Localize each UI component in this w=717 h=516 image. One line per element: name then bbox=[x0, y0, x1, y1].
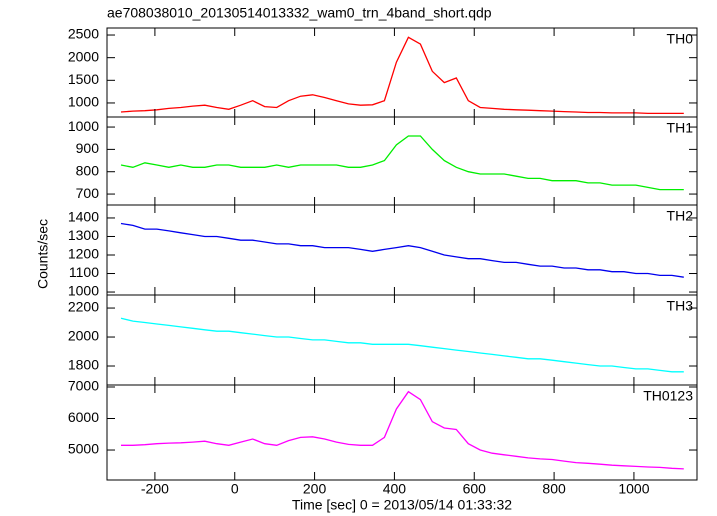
light-curve bbox=[120, 135, 684, 191]
y-tick-label: 1500 bbox=[68, 71, 99, 87]
y-tick-label: 1000 bbox=[68, 94, 99, 110]
y-tick-label: 1300 bbox=[68, 227, 99, 243]
light-curve bbox=[120, 36, 684, 115]
panel-label: TH0 bbox=[667, 31, 694, 47]
y-tick-label: 2500 bbox=[68, 26, 99, 42]
panel-frame bbox=[106, 204, 698, 296]
y-tick-label: 1100 bbox=[69, 264, 99, 280]
light-curve bbox=[120, 317, 684, 373]
y-tick-label: 900 bbox=[76, 140, 100, 156]
panel-label: TH0123 bbox=[643, 388, 693, 404]
panel-frame bbox=[106, 294, 698, 386]
panel-label: TH3 bbox=[667, 298, 694, 314]
panel-frame bbox=[106, 384, 698, 481]
panel-frame bbox=[106, 116, 698, 206]
x-tick-label: 0 bbox=[231, 481, 239, 497]
x-tick-label: 800 bbox=[542, 481, 566, 497]
y-tick-label: 2200 bbox=[68, 299, 99, 315]
x-tick-label: -200 bbox=[141, 481, 169, 497]
y-tick-label: 7000 bbox=[68, 378, 99, 394]
light-curve bbox=[120, 222, 684, 278]
x-tick-label: 600 bbox=[463, 481, 487, 497]
y-tick-label: 1200 bbox=[68, 246, 99, 262]
x-tick-label: 200 bbox=[303, 481, 327, 497]
y-tick-label: 700 bbox=[76, 185, 100, 201]
y-tick-label: 1000 bbox=[68, 283, 99, 299]
y-tick-label: 1800 bbox=[68, 357, 99, 373]
y-tick-label: 5000 bbox=[68, 441, 99, 457]
y-tick-label: 6000 bbox=[68, 409, 99, 425]
y-tick-label: 800 bbox=[76, 162, 100, 178]
panel-frame bbox=[106, 27, 698, 118]
chart-title: ae708038010_20130514013332_wam0_trn_4ban… bbox=[107, 5, 492, 21]
x-tick-label: 1000 bbox=[618, 481, 649, 497]
y-tick-label: 2000 bbox=[68, 48, 99, 64]
x-axis-label: Time [sec] 0 = 2013/05/14 01:33:32 bbox=[292, 497, 512, 513]
light-curve bbox=[121, 390, 684, 470]
x-tick-label: 400 bbox=[383, 481, 407, 497]
panel-label: TH1 bbox=[667, 120, 694, 136]
panel-label: TH2 bbox=[667, 208, 694, 224]
y-tick-label: 2000 bbox=[68, 328, 99, 344]
y-tick-label: 1000 bbox=[68, 118, 99, 134]
y-axis-label: Counts/sec bbox=[35, 219, 51, 289]
y-tick-label: 1400 bbox=[68, 209, 99, 225]
